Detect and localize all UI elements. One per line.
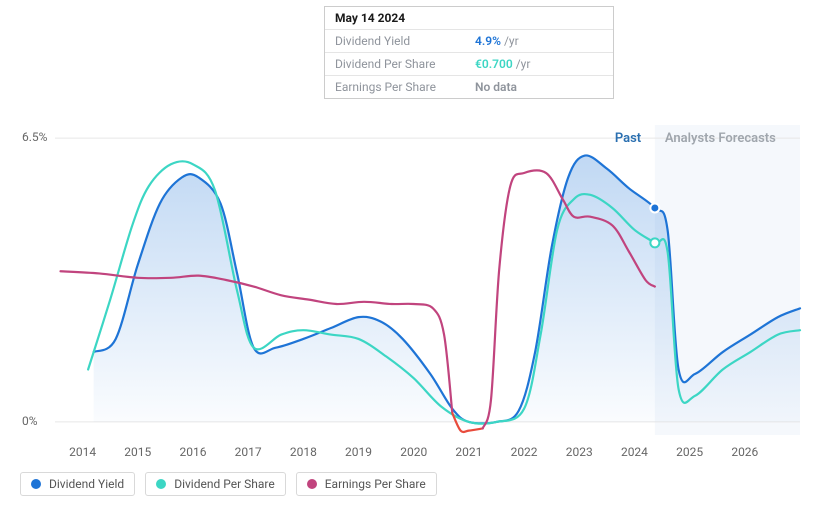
x-tick-label: 2020 <box>400 445 427 459</box>
tooltip-label: Earnings Per Share <box>335 80 475 94</box>
chart-container: 0% 6.5% 2014 2015 2016 2017 2018 2019 2020 2021 2… <box>0 0 821 508</box>
tooltip-date: May 14 2024 <box>335 11 405 25</box>
x-tick-label: 2015 <box>124 445 151 459</box>
y-tick-label: 0% <box>22 414 38 428</box>
y-tick-label: 6.5% <box>22 130 47 144</box>
x-tick-label: 2026 <box>731 445 758 459</box>
tooltip-value: €0.700 <box>475 57 513 71</box>
x-tick-label: 2017 <box>235 445 262 459</box>
legend-label: Dividend Yield <box>49 477 124 491</box>
x-tick-label: 2016 <box>179 445 206 459</box>
legend-swatch <box>307 479 317 489</box>
x-tick-label: 2025 <box>676 445 703 459</box>
x-tick-label: 2023 <box>566 445 593 459</box>
x-tick-label: 2021 <box>455 445 482 459</box>
region-label-past: Past <box>615 131 641 146</box>
legend-swatch <box>156 479 166 489</box>
tooltip-label: Dividend Per Share <box>335 57 475 71</box>
legend-item[interactable]: Dividend Per Share <box>145 472 286 496</box>
legend-item[interactable]: Earnings Per Share <box>296 472 437 496</box>
x-tick-label: 2014 <box>69 445 96 459</box>
tooltip-value: 4.9% <box>475 34 501 48</box>
tooltip-row: Earnings Per ShareNo data <box>325 76 613 98</box>
marker-dividend_per_share <box>650 238 659 247</box>
legend-label: Earnings Per Share <box>325 477 426 491</box>
legend-label: Dividend Per Share <box>174 477 275 491</box>
marker-dividend_yield <box>650 203 659 212</box>
legend-swatch <box>31 479 41 489</box>
region-label-forecast: Analysts Forecasts <box>665 131 776 146</box>
tooltip-unit: /yr <box>516 57 531 71</box>
x-tick-label: 2019 <box>345 445 372 459</box>
x-tick-label: 2024 <box>621 445 648 459</box>
legend: Dividend Yield Dividend Per Share Earnings… <box>20 472 437 496</box>
x-tick-label: 2018 <box>290 445 317 459</box>
tooltip: May 14 2024 Dividend Yield4.9%/yrDividen… <box>324 6 614 99</box>
tooltip-label: Dividend Yield <box>335 34 475 48</box>
tooltip-row: Dividend Yield4.9%/yr <box>325 30 613 53</box>
tooltip-value: No data <box>475 80 517 94</box>
tooltip-unit: /yr <box>504 34 519 48</box>
tooltip-row: Dividend Per Share€0.700/yr <box>325 53 613 76</box>
x-tick-label: 2022 <box>511 445 538 459</box>
legend-item[interactable]: Dividend Yield <box>20 472 135 496</box>
